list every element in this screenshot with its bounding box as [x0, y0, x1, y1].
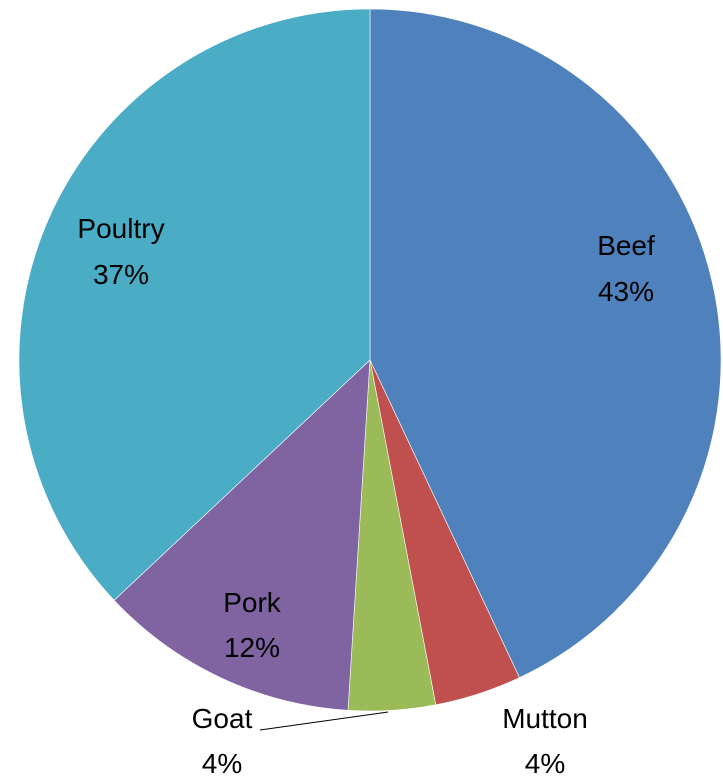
slice-label-beef: Beef	[597, 230, 655, 261]
pie-slice-beef	[369, 8, 722, 678]
slice-percent-goat: 4%	[202, 748, 242, 778]
slice-percent-pork: 12%	[224, 632, 280, 663]
pie-slice-pork	[113, 359, 371, 711]
slice-label-mutton: Mutton	[502, 703, 588, 734]
slice-labels: Beef 43% Mutton 4% Goat 4% Pork 12% Poultry 37%	[77, 213, 655, 778]
slice-percent-beef: 43%	[598, 276, 654, 307]
pie-slices	[18, 8, 722, 712]
slice-label-pork: Pork	[223, 587, 282, 618]
slice-label-poultry: Poultry	[77, 213, 164, 244]
leader-lines	[259, 711, 389, 731]
leader-line-goat	[259, 711, 389, 731]
pie-slice-poultry	[18, 8, 371, 601]
slice-label-goat: Goat	[192, 703, 253, 734]
slice-percent-mutton: 4%	[525, 748, 565, 778]
slice-percent-poultry: 37%	[93, 259, 149, 290]
